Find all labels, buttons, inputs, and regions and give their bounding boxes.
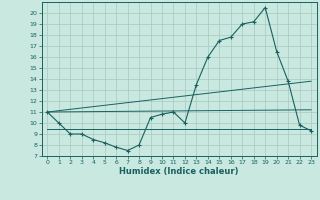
X-axis label: Humidex (Indice chaleur): Humidex (Indice chaleur) (119, 167, 239, 176)
